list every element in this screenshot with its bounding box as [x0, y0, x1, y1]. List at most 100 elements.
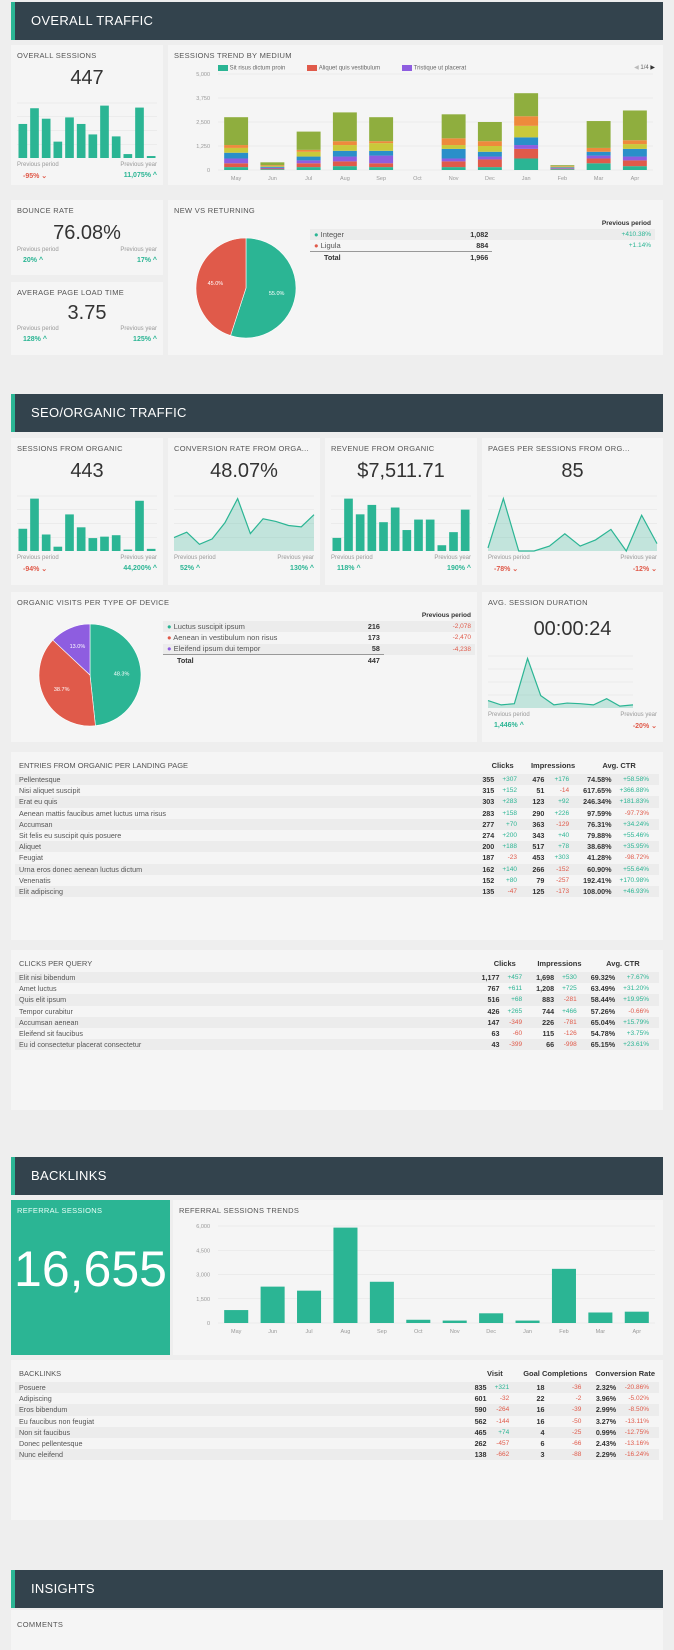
kpi-sparkline: [173, 495, 315, 551]
stacked-bar-segment: [550, 167, 575, 169]
kpi-sparkline: [487, 495, 658, 553]
pie-label: 38.7%: [54, 687, 70, 693]
pie-slice: [38, 639, 96, 727]
spark-bar: [123, 549, 133, 551]
device-card: ORGANIC VISITS PER TYPE OF DEVICE 48.3% 3…: [11, 592, 477, 742]
referral-bar: [369, 1281, 394, 1323]
prev-change: 1,446% ^: [494, 722, 524, 729]
referral-bar: [588, 1312, 613, 1323]
referral-bar: [515, 1320, 540, 1323]
column-header: Clicks: [491, 760, 514, 770]
new-vs-returning-card: NEW VS RETURNING 55.0% 45.0% Previous per…: [168, 200, 663, 355]
stacked-bar-segment: [369, 150, 394, 156]
prev-page-icon[interactable]: ◀: [634, 65, 639, 71]
stacked-bar-segment: [332, 150, 357, 157]
column-header: Goal Completions: [523, 1368, 588, 1378]
stacked-bar-segment: [586, 158, 611, 164]
spark-bar: [390, 507, 400, 551]
legend-item[interactable]: Aliquet quis vestibulum: [307, 65, 380, 72]
spark-bar: [30, 108, 39, 158]
spark-bar: [146, 156, 156, 158]
page-load-card: AVERAGE PAGE LOAD TIME 3.75 Previous per…: [11, 282, 163, 355]
section-header-seo: SEO/ORGANIC TRAFFIC: [11, 394, 663, 432]
table-title: ENTRIES FROM ORGANIC PER LANDING PAGE: [19, 760, 189, 770]
stacked-bar-segment: [586, 147, 611, 152]
pie-slice: [52, 623, 91, 676]
kpi-value: 48.07%: [210, 460, 278, 482]
column-header: Visit: [487, 1368, 503, 1378]
x-tick-label: Dec: [486, 1329, 496, 1335]
stacked-bar-segment: [622, 166, 647, 170]
spark-bar: [53, 141, 63, 158]
stacked-bar-segment: [586, 163, 611, 170]
sessions-trend-chart: 0 1,250 2,500 3,750 5,000 May Jun Jul Aug Sep Oct N…: [196, 72, 653, 182]
card-title: REFERRAL SESSIONS: [17, 1206, 103, 1215]
table-title: BACKLINKS: [19, 1368, 62, 1378]
prev-period-header: Previous period: [421, 612, 471, 620]
stacked-bar-segment: [514, 116, 539, 126]
legend-item[interactable]: Sit risus dictum proin: [218, 65, 285, 72]
stacked-bar-segment: [477, 122, 502, 142]
overall-sessions-card: OVERALL SESSIONS 447 Previous period Prev…: [11, 45, 163, 185]
stacked-bar-segment: [260, 169, 285, 170]
stacked-bar-segment: [296, 167, 321, 170]
stacked-bar-segment: [622, 156, 647, 161]
spark-bar: [76, 527, 86, 551]
sessions-trend-card: SESSIONS TREND BY MEDIUM Sit risus dictu…: [168, 45, 663, 185]
column-header: Impressions: [530, 760, 576, 770]
x-tick-label: Aug: [340, 176, 350, 182]
x-tick-label: Feb: [559, 1329, 568, 1335]
table-row: Non sit faucibus 465 +74 4 -25 0.99% -12.75%: [15, 1426, 659, 1438]
backlinks-table-card: BACKLINKS Visit Goal Completions Conversion…: [11, 1360, 663, 1520]
chevron-down-icon: ⌄: [41, 566, 48, 573]
x-tick-label: May: [231, 176, 242, 182]
x-tick-label: May: [231, 1329, 242, 1335]
referral-bar: [297, 1290, 322, 1323]
legend-dot-icon: ●: [314, 241, 319, 251]
card-title: COMMENTS: [17, 1620, 64, 1629]
legend-row: ● Integer 1,082 +410.38%: [310, 229, 655, 241]
card-title: ORGANIC VISITS PER TYPE OF DEVICE: [17, 598, 170, 607]
stacked-bar-segment: [369, 163, 394, 168]
stacked-bar-segment: [296, 156, 321, 161]
referral-bar: [333, 1227, 358, 1323]
kpi-value: 447: [70, 67, 104, 89]
stacked-bar-segment: [514, 148, 539, 159]
year-change: 17% ^: [136, 257, 157, 264]
referral-bar: [551, 1268, 576, 1323]
chevron-up-icon: ^: [42, 336, 47, 343]
column-header: Avg. CTR: [602, 760, 636, 770]
pie-label: 55.0%: [269, 291, 285, 297]
kpi-value: 85: [561, 460, 584, 482]
stacked-bar-segment: [477, 156, 502, 160]
table-row: Elit adipiscing 135 -47 125 -173 108.00% +46.9…: [15, 885, 659, 898]
table-row: Pellentesque 355 +307 476 +176 74.58% +58.58%: [15, 774, 659, 786]
stacked-bar-segment: [586, 151, 611, 156]
legend-dot-icon: ●: [167, 644, 172, 654]
stacked-bar-segment: [622, 148, 647, 157]
stacked-bar-segment: [224, 147, 249, 153]
card-title: BOUNCE RATE: [17, 206, 74, 215]
x-tick-label: Nov: [449, 176, 459, 182]
spark-line: [487, 656, 634, 707]
legend-dot-icon: ●: [167, 633, 172, 643]
stacked-bar-segment: [550, 169, 575, 170]
card-title: AVERAGE PAGE LOAD TIME: [17, 288, 125, 297]
y-tick-label: 6,000: [196, 1224, 210, 1230]
referral-trend-card: REFERRAL SESSIONS TRENDS 0 1,500 3,000 4,50…: [173, 1200, 663, 1355]
stacked-bar-segment: [224, 163, 249, 168]
spark-bar: [425, 519, 435, 551]
prev-period-header: Previous period: [601, 220, 651, 228]
referral-bar: [260, 1286, 285, 1323]
table-row: Posuere 835 +321 18 -36 2.32% -20.86%: [15, 1382, 659, 1394]
spark-bar: [135, 107, 144, 158]
table-row: Accumsan aenean 147 -349 226 -781 65.04% +15.7…: [15, 1016, 659, 1028]
year-change: 190% ^: [447, 565, 471, 572]
x-tick-label: Jan: [523, 1329, 532, 1335]
stacked-bar-segment: [224, 145, 249, 148]
table-row: Nisi aliquet suscipit 315 +152 51 -14 617.65%…: [19, 786, 649, 796]
table-row: Donec pellentesque 262 -457 6 -66 2.43% -13.16…: [19, 1439, 649, 1449]
next-page-icon[interactable]: ▶: [650, 65, 655, 71]
legend-row: ● Ligula 884 +1.14%: [314, 241, 651, 251]
legend-item[interactable]: Tristique ut placerat: [402, 65, 466, 72]
